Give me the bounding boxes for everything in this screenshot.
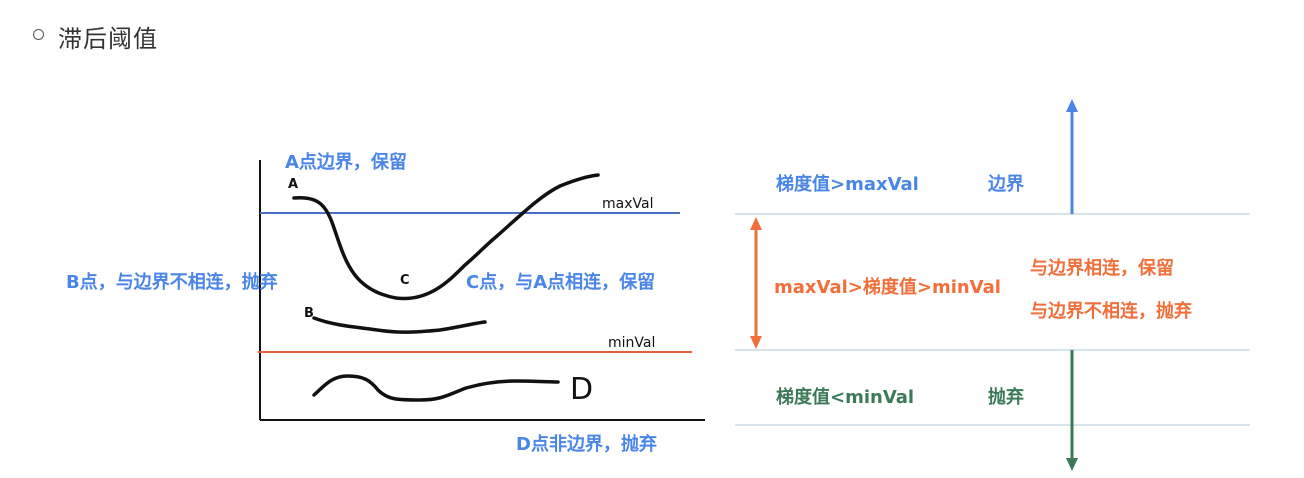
point-d-label: D <box>570 372 594 407</box>
mid-condition: maxVal>梯度值>minVal <box>774 277 1001 298</box>
curve-b <box>312 316 487 334</box>
up-arrowhead-icon <box>1066 99 1078 112</box>
caption-c: C点，与A点相连，保留 <box>466 272 656 293</box>
caption-a: A点边界，保留 <box>285 152 407 173</box>
down-arrowhead-icon <box>1066 458 1078 471</box>
top-result: 边界 <box>988 174 1024 195</box>
point-b-label: B <box>304 306 314 321</box>
point-a-label: A <box>288 177 299 192</box>
curve-d <box>312 374 560 402</box>
caption-d: D点非边界，抛弃 <box>516 434 657 455</box>
curve-ac <box>292 173 600 301</box>
bottom-result: 抛弃 <box>988 387 1024 408</box>
max-val-label: maxVal <box>602 196 654 212</box>
bottom-condition: 梯度值<minVal <box>776 387 915 408</box>
section-title: 滞后阈值 <box>58 25 158 53</box>
mid-arrowhead-bottom-icon <box>750 336 762 349</box>
top-condition: 梯度值>maxVal <box>776 174 919 195</box>
mid-result-1: 与边界相连，保留 <box>1030 258 1174 279</box>
bullet-icon <box>33 29 44 40</box>
mid-arrowhead-top-icon <box>750 217 762 230</box>
caption-b: B点，与边界不相连，抛弃 <box>66 272 278 293</box>
point-c-label: C <box>400 273 410 288</box>
mid-result-2: 与边界不相连，抛弃 <box>1030 301 1192 322</box>
min-val-label: minVal <box>608 335 656 351</box>
